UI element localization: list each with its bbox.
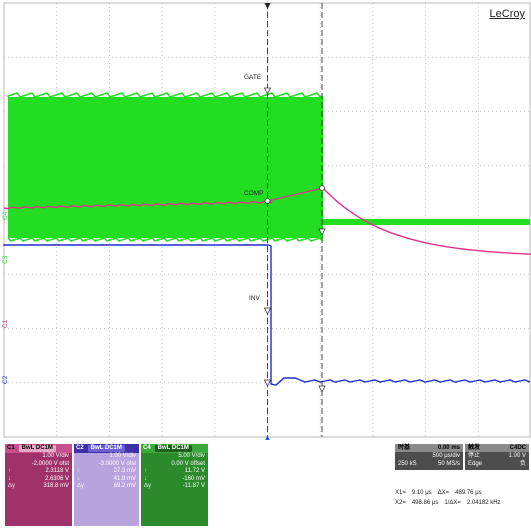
trigger-panel[interactable]: 触发 C4DC 停止 1.00 V Edge 负 bbox=[465, 444, 529, 470]
gate-waveform-band bbox=[8, 97, 323, 238]
cursor-invdx-label: 1/ΔX= bbox=[444, 500, 461, 506]
channel-c4-panel[interactable]: C4 BwL DC1M 5.00 V/div 0.00 V offset ↑ 11.… bbox=[141, 444, 208, 526]
channel-c1-vdiv: 1.00 V/div bbox=[42, 453, 69, 459]
channel-c2-offset: -3.0000 V ofst bbox=[98, 460, 136, 467]
channel-c4-cursor1: 11.72 V bbox=[184, 468, 205, 475]
trigger-type: Edge bbox=[468, 461, 483, 467]
gate-cursor2-marker bbox=[318, 228, 326, 236]
trigger-source: C4DC bbox=[509, 445, 526, 451]
channel-c2-cursor2: 41.9 mV bbox=[113, 475, 136, 482]
channel-c1-label: C1 bbox=[7, 444, 15, 451]
gate-label: GATE bbox=[244, 74, 262, 81]
timebase-delay: 0.00 ms bbox=[437, 445, 460, 451]
cursor-x2-label: X2= bbox=[395, 500, 406, 506]
channel-c1-cursor2: 2.6306 V bbox=[44, 475, 69, 482]
channel-c2-label: C2 bbox=[76, 444, 84, 451]
channel-c4-cursor2: -160 mV bbox=[182, 475, 205, 482]
trigger-title: 触发 bbox=[468, 445, 481, 451]
cursor-x1-value: 9.10 μs bbox=[411, 490, 432, 496]
channel-c3-indicator: C3 bbox=[2, 255, 9, 264]
channel-c4-vdiv: 5.00 V/div bbox=[178, 453, 205, 459]
channel-c2-coupling: BwL DC1M bbox=[87, 444, 125, 453]
waveform-plot[interactable]: GATE COMP INV C4 C1 C2 C3 bbox=[0, 0, 531, 440]
channel-c2-delta: 69.2 mV bbox=[113, 483, 136, 490]
timebase-title: 时基 bbox=[398, 445, 411, 451]
channel-c2-vdiv: 1.00 V/div bbox=[109, 453, 136, 459]
inv-label: INV bbox=[249, 295, 261, 302]
gate-waveform-top-edge bbox=[7, 92, 324, 98]
cursor-dx-label: ΔX= bbox=[437, 490, 450, 496]
channel-c4-indicator: C4 bbox=[2, 211, 9, 220]
channel-c4-delta: -11.87 V bbox=[182, 483, 205, 490]
channel-c1-panel[interactable]: C1 BwL DC1M 1.00 V/div -2.0000 V ofst ↑ 2.… bbox=[5, 444, 72, 526]
channel-c4-coupling: BwL DC1M bbox=[154, 444, 192, 453]
channel-c2-panel[interactable]: C2 BwL DC1M 1.00 V/div -3.0000 V ofst ↑ 27… bbox=[74, 444, 139, 526]
lecroy-logo: LeCroy bbox=[489, 8, 525, 20]
channel-c1-cursor1: 2.3118 V bbox=[45, 468, 69, 475]
channel-c1-delta: 318.8 mV bbox=[43, 483, 69, 490]
inv-label-marker bbox=[263, 307, 272, 315]
channel-c1-coupling: BwL DC1M bbox=[18, 444, 56, 453]
scope-screen: GATE COMP INV C4 C1 C2 C3 LeCroy bbox=[0, 0, 531, 440]
gate-cursor-marker bbox=[263, 87, 272, 95]
trigger-slope: 负 bbox=[519, 461, 526, 467]
channel-c1-indicator: C1 bbox=[2, 319, 9, 328]
comp-label: COMP bbox=[244, 190, 264, 197]
trigger-position-marker bbox=[265, 435, 270, 440]
cursor-x1-label: X1= bbox=[395, 490, 406, 496]
channel-c4-label: C4 bbox=[143, 444, 151, 451]
cursor-readout: X1= 9.10 μs ΔX= 489.76 μs X2= 498.86 μs 1/ΔX=… bbox=[395, 488, 529, 508]
channel-c2-indicator: C2 bbox=[2, 375, 9, 384]
inv-cursor1-marker bbox=[263, 379, 272, 387]
gate-waveform-bottom-edge bbox=[7, 237, 324, 242]
comp-waveform bbox=[3, 187, 531, 255]
channel-c4-offset: 0.00 V offset bbox=[171, 460, 205, 467]
cursor-x1-top-marker bbox=[264, 3, 271, 9]
comp-cursor2-marker bbox=[319, 185, 325, 191]
cursor-invdx-value: 2.04182 kHz bbox=[466, 500, 501, 506]
channel-c2-cursor1: 27.3 mV bbox=[113, 468, 136, 475]
cursor-dx-value: 489.76 μs bbox=[455, 490, 482, 496]
trigger-mode: 停止 bbox=[468, 453, 481, 459]
gate-waveform-off-level bbox=[323, 219, 530, 225]
status-panel: C1 BwL DC1M 1.00 V/div -2.0000 V ofst ↑ 2.… bbox=[0, 442, 531, 529]
trigger-level: 1.00 V bbox=[508, 453, 526, 459]
timebase-panel[interactable]: 时基 0.00 ms 500 μs/div 250 kS 50 MS/s bbox=[395, 444, 463, 470]
timebase-rate: 50 MS/s bbox=[437, 461, 460, 467]
waveform-traces bbox=[3, 92, 531, 386]
timebase-samples: 250 kS bbox=[398, 461, 417, 467]
channel-c1-offset: -2.0000 V ofst bbox=[31, 460, 69, 467]
comp-cursor1-marker bbox=[264, 198, 271, 204]
timebase-tdiv: 500 μs/div bbox=[432, 453, 460, 459]
inv-waveform bbox=[3, 244, 531, 386]
cursor-markers: GATE COMP INV C4 C1 C2 C3 bbox=[2, 3, 326, 440]
cursor-x2-value: 498.86 μs bbox=[411, 500, 439, 506]
inv-cursor2-marker bbox=[318, 385, 326, 393]
